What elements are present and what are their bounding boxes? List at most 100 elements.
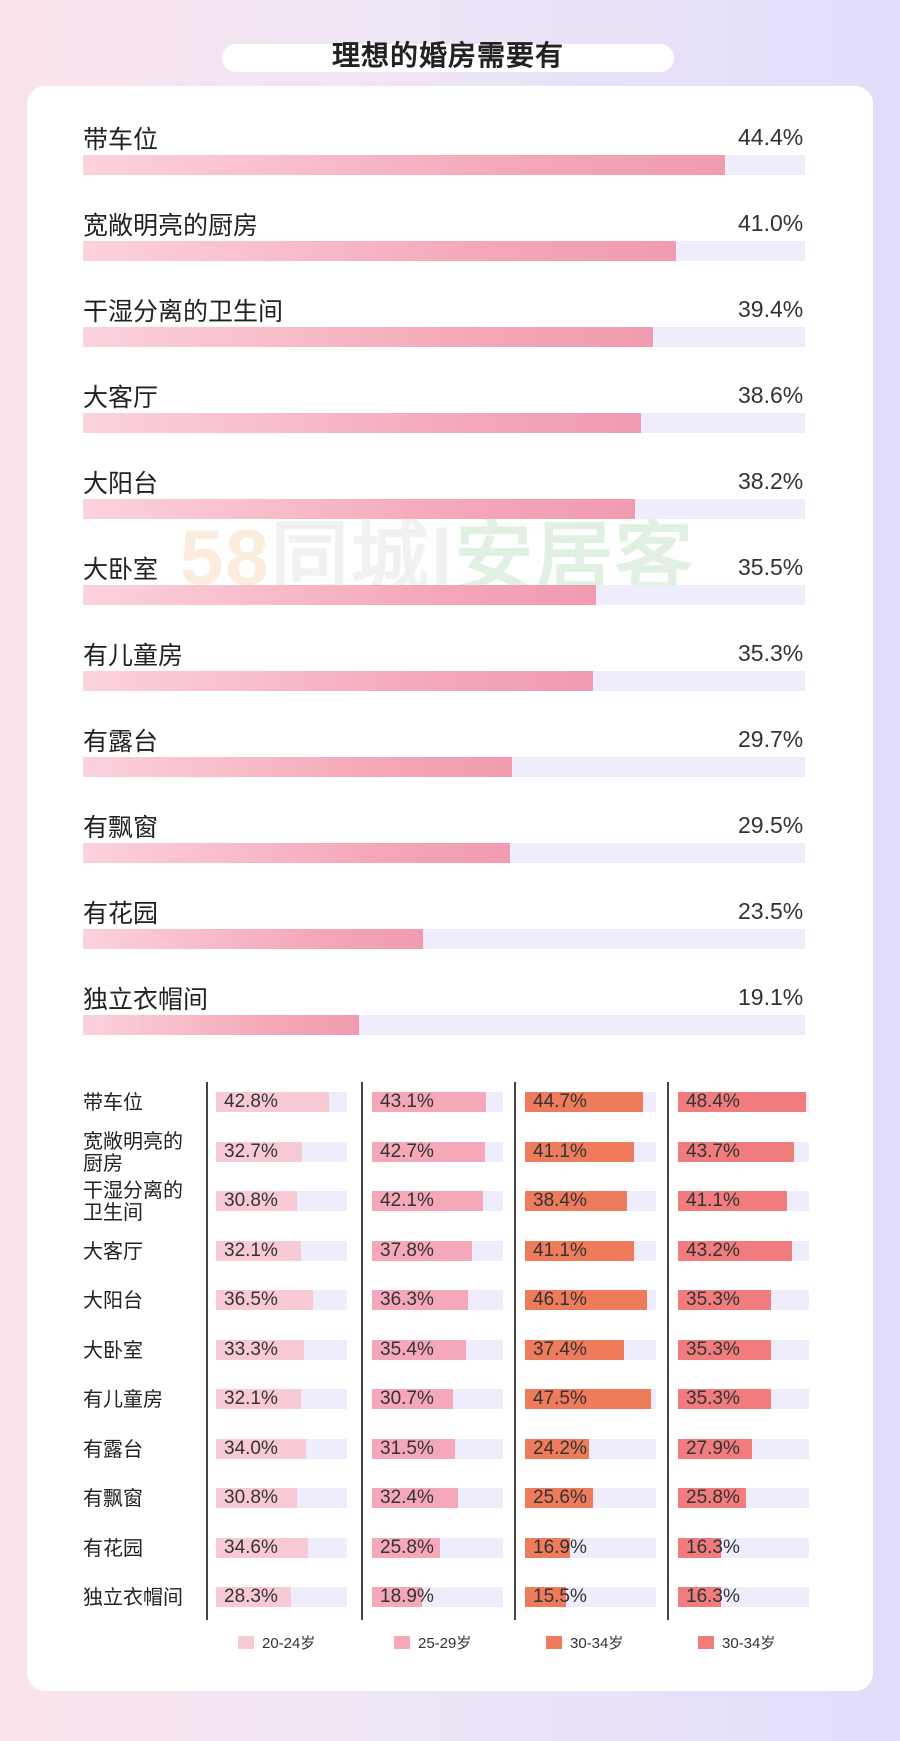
cell-track: 27.9% bbox=[678, 1438, 809, 1459]
bar bbox=[678, 1141, 794, 1162]
cell-track: 18.9% bbox=[372, 1587, 503, 1607]
bar bbox=[525, 1537, 570, 1558]
value-label: 16.9% bbox=[533, 1536, 587, 1558]
value-label: 30.8% bbox=[224, 1487, 278, 1508]
bar bbox=[372, 1438, 456, 1459]
row-label: 带车位 bbox=[83, 1092, 143, 1114]
value-label: 38.4% bbox=[533, 1190, 587, 1211]
cell-track: 38.4% bbox=[525, 1191, 656, 1211]
bar bbox=[525, 1240, 634, 1261]
cell-track: 35.4% bbox=[372, 1338, 503, 1360]
value-label: 43.1% bbox=[380, 1091, 434, 1112]
bar bbox=[678, 1488, 747, 1508]
cell-track: 35.3% bbox=[678, 1338, 809, 1360]
bar bbox=[525, 1290, 647, 1310]
value-label: 32.7% bbox=[224, 1140, 278, 1162]
value-label: 48.4% bbox=[686, 1091, 740, 1112]
value-label: 28.3% bbox=[224, 1586, 278, 1607]
bar bbox=[678, 1438, 752, 1459]
row-label: 有儿童房 bbox=[83, 1389, 163, 1411]
cell-track: 32.1% bbox=[216, 1240, 347, 1261]
value-label: 15.5% bbox=[533, 1586, 587, 1607]
value-label: 25.6% bbox=[533, 1487, 587, 1508]
watermark: 58同城|安居客 bbox=[180, 513, 695, 601]
legend-swatch bbox=[394, 1636, 410, 1649]
cell-track: 15.5% bbox=[525, 1587, 656, 1607]
watermark-tongcheng: 同城 bbox=[270, 513, 431, 601]
value-label: 34.6% bbox=[224, 1536, 278, 1558]
bar bbox=[216, 1389, 301, 1409]
legend-swatch bbox=[546, 1636, 562, 1649]
legend-item: 20-24岁 bbox=[238, 1632, 315, 1653]
value-label: 42.8% bbox=[224, 1091, 278, 1112]
value-label: 25.8% bbox=[686, 1487, 740, 1508]
watermark-58: 58 bbox=[180, 513, 271, 601]
value-label: 35.4% bbox=[380, 1338, 434, 1360]
cell-track: 34.0% bbox=[216, 1437, 347, 1459]
bar bbox=[216, 1240, 301, 1261]
value-label: 36.3% bbox=[380, 1289, 434, 1310]
cell-track: 33.3% bbox=[216, 1339, 347, 1360]
bar bbox=[525, 1092, 644, 1112]
bar bbox=[372, 1587, 422, 1607]
cell-track: 32.1% bbox=[216, 1389, 347, 1409]
value-label: 35.3% bbox=[686, 1338, 740, 1360]
chart-title: 理想的婚房需要有 bbox=[331, 40, 564, 71]
cell-track: 16.3% bbox=[678, 1537, 809, 1558]
bar bbox=[525, 1339, 624, 1360]
bar bbox=[216, 1438, 306, 1459]
value-label: 25.8% bbox=[380, 1536, 434, 1558]
value-label: 16.3% bbox=[686, 1586, 740, 1607]
bar bbox=[678, 1092, 806, 1112]
cell-track: 30.8% bbox=[216, 1191, 347, 1211]
cell-track: 41.1% bbox=[525, 1240, 656, 1261]
bar bbox=[525, 1587, 566, 1607]
cell-track: 41.1% bbox=[678, 1191, 809, 1211]
cell-track: 42.8% bbox=[216, 1092, 347, 1112]
cell-track: 25.6% bbox=[525, 1488, 656, 1508]
value-label: 31.5% bbox=[380, 1437, 434, 1459]
column-divider bbox=[667, 1082, 669, 1620]
bar bbox=[678, 1537, 722, 1558]
value-label: 41.1% bbox=[533, 1140, 587, 1162]
bar bbox=[525, 1438, 589, 1459]
cell-track: 32.7% bbox=[216, 1140, 347, 1162]
bar bbox=[372, 1389, 454, 1409]
legend-label: 30-34岁 bbox=[722, 1635, 776, 1652]
bar bbox=[216, 1092, 330, 1112]
bar bbox=[678, 1240, 793, 1261]
row-label: 独立衣帽间 bbox=[83, 1587, 183, 1609]
column-divider bbox=[514, 1082, 516, 1620]
bar bbox=[525, 1191, 627, 1211]
cell-track: 43.1% bbox=[372, 1092, 503, 1112]
cell-track: 25.8% bbox=[678, 1488, 809, 1508]
legend-item: 30-34岁 bbox=[546, 1632, 623, 1653]
cell-track: 16.3% bbox=[678, 1587, 809, 1607]
cell-track: 46.1% bbox=[525, 1290, 656, 1310]
row-label: 干湿分离的 卫生间 bbox=[83, 1180, 183, 1224]
cell-track: 35.3% bbox=[678, 1389, 809, 1409]
bar bbox=[372, 1488, 458, 1508]
value-label: 42.1% bbox=[380, 1190, 434, 1211]
bar bbox=[216, 1339, 305, 1360]
value-label: 46.1% bbox=[533, 1289, 587, 1310]
value-label: 34.0% bbox=[224, 1437, 278, 1459]
legend-label: 25-29岁 bbox=[418, 1635, 472, 1652]
bar bbox=[372, 1339, 466, 1360]
cell-track: 24.2% bbox=[525, 1438, 656, 1459]
legend-label: 20-24岁 bbox=[262, 1635, 316, 1652]
value-label: 37.8% bbox=[380, 1239, 434, 1261]
legend-label: 30-34岁 bbox=[570, 1635, 624, 1652]
cell-track: 42.1% bbox=[372, 1191, 503, 1211]
cell-track: 36.5% bbox=[216, 1290, 347, 1310]
cell-track: 37.8% bbox=[372, 1239, 503, 1261]
bar bbox=[216, 1488, 298, 1508]
bar bbox=[372, 1092, 486, 1112]
bar bbox=[678, 1191, 787, 1211]
column-divider bbox=[206, 1082, 208, 1620]
legend-swatch bbox=[698, 1636, 714, 1649]
row-label: 宽敞明亮的 厨房 bbox=[83, 1130, 183, 1175]
value-label: 43.2% bbox=[686, 1239, 740, 1261]
cell-track: 34.6% bbox=[216, 1536, 347, 1558]
bar bbox=[216, 1191, 298, 1211]
